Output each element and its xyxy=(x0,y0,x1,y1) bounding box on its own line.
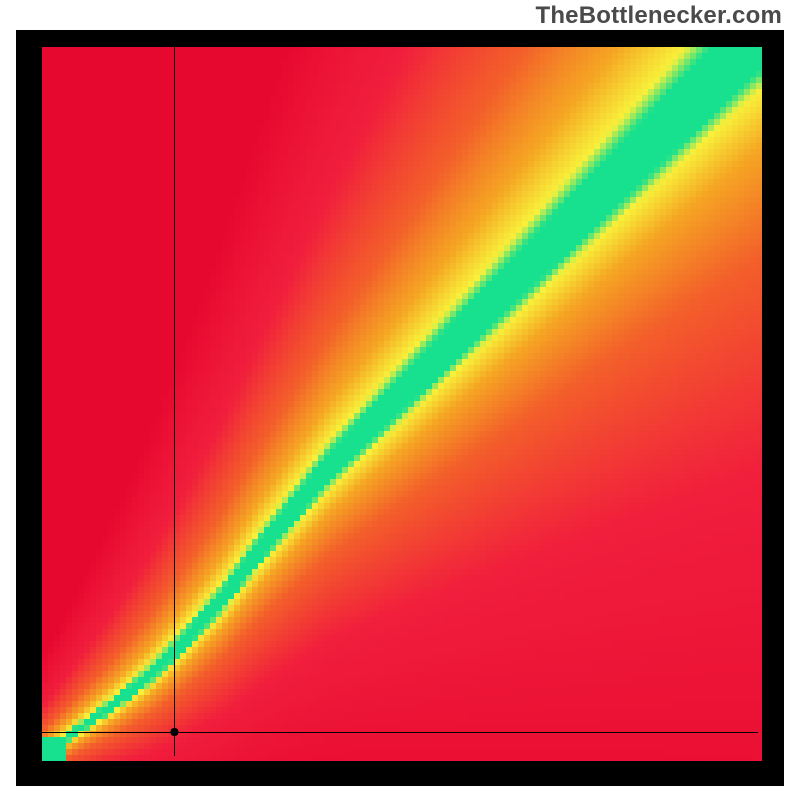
bottleneck-heatmap xyxy=(16,30,784,786)
attribution-text: TheBottlenecker.com xyxy=(535,2,782,30)
plot-frame xyxy=(16,30,784,786)
